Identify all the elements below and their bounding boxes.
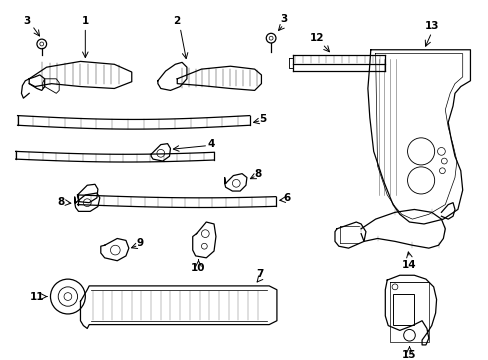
Text: 1: 1 [81,16,89,26]
Text: 10: 10 [191,264,205,274]
Text: 5: 5 [259,114,266,125]
Text: 13: 13 [424,21,438,31]
Text: 3: 3 [280,14,287,24]
Text: 9: 9 [136,238,143,248]
Text: 12: 12 [310,33,324,43]
Text: 8: 8 [58,197,64,207]
Text: 11: 11 [30,292,44,302]
Text: 4: 4 [207,139,214,149]
Bar [392,294,413,325]
Text: 2: 2 [173,16,181,26]
Text: 8: 8 [254,168,262,179]
Text: 15: 15 [402,350,416,360]
Text: 14: 14 [401,260,416,270]
Text: 7: 7 [255,269,263,279]
Text: 6: 6 [283,193,290,203]
Text: 3: 3 [23,16,31,26]
